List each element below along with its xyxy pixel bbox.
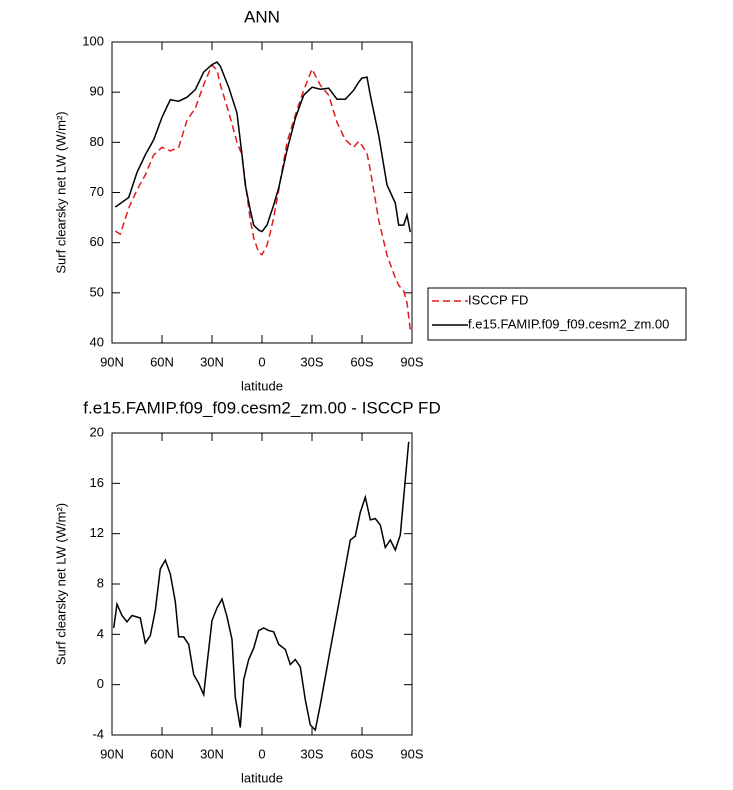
y-tick-label: 20	[90, 424, 104, 439]
plot-frame	[111, 432, 413, 736]
x-tick-label: 0	[258, 746, 265, 761]
legend-box	[427, 287, 687, 341]
y-tick-label: 100	[82, 33, 104, 48]
y-tick-label: 8	[97, 575, 104, 590]
y-tick-label: 16	[90, 475, 104, 490]
data-line	[114, 61, 412, 233]
x-tick-label: 90N	[100, 354, 124, 369]
x-tick-label: 90S	[400, 746, 423, 761]
x-tick-label: 90N	[100, 746, 124, 761]
data-line	[114, 63, 412, 331]
y-tick-label: 90	[90, 84, 104, 99]
x-tick-label: 60N	[150, 746, 174, 761]
x-tick-label: 60S	[350, 354, 373, 369]
y-tick-label: 12	[90, 525, 104, 540]
y-tick-label: 0	[97, 676, 104, 691]
y-axis-label: Surf clearsky net LW (W/m²)	[53, 111, 68, 273]
y-tick-label: 80	[90, 134, 104, 149]
y-axis-label: Surf clearsky net LW (W/m²)	[53, 503, 68, 665]
x-tick-label: 60N	[150, 354, 174, 369]
chart-title: ANN	[244, 7, 280, 26]
x-tick-label: 0	[258, 354, 265, 369]
y-tick-label: 40	[90, 334, 104, 349]
data-line	[112, 441, 410, 732]
x-tick-label: 30N	[200, 746, 224, 761]
x-tick-label: 30S	[300, 354, 323, 369]
y-tick-label: -4	[92, 726, 104, 741]
y-tick-label: 70	[90, 184, 104, 199]
x-tick-label: 30N	[200, 354, 224, 369]
legend-label: f.e15.FAMIP.f09_f09.cesm2_zm.00	[468, 316, 669, 331]
y-tick-label: 4	[97, 626, 104, 641]
plot-frame	[111, 41, 413, 344]
x-tick-label: 90S	[400, 354, 423, 369]
x-tick-label: 60S	[350, 746, 373, 761]
x-axis-label: latitude	[241, 770, 283, 785]
x-axis-label: latitude	[241, 378, 283, 393]
y-tick-label: 60	[90, 234, 104, 249]
y-tick-label: 50	[90, 284, 104, 299]
chart-title: f.e15.FAMIP.f09_f09.cesm2_zm.00 - ISCCP …	[83, 398, 440, 417]
x-tick-label: 30S	[300, 746, 323, 761]
legend-label: ISCCP FD	[468, 292, 528, 307]
